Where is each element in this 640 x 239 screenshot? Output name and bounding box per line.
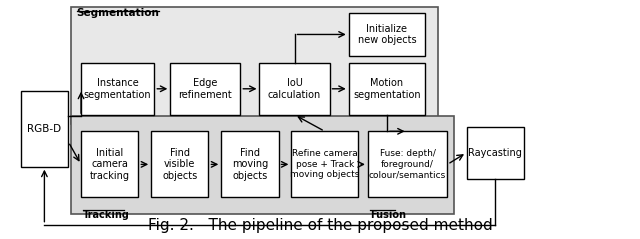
Text: Fig. 2.   The pipeline of the proposed method: Fig. 2. The pipeline of the proposed met… (148, 218, 492, 233)
Text: Fuse: depth/
foreground/
colour/semantics: Fuse: depth/ foreground/ colour/semantic… (369, 149, 446, 179)
Text: Fusion: Fusion (370, 210, 406, 220)
Bar (467, 127, 524, 179)
Text: Refine camera
pose + Track
moving objects: Refine camera pose + Track moving object… (290, 149, 360, 179)
Bar (170, 63, 241, 115)
Bar (72, 7, 438, 124)
Text: Raycasting: Raycasting (468, 147, 522, 158)
Bar (349, 13, 425, 56)
Text: Segmentation: Segmentation (77, 8, 159, 18)
Bar (259, 63, 330, 115)
Text: Find
visible
objects: Find visible objects (162, 148, 197, 181)
Text: Find
moving
objects: Find moving objects (232, 148, 268, 181)
Bar (20, 91, 68, 167)
Bar (291, 131, 358, 197)
Bar (349, 63, 425, 115)
Bar (151, 131, 209, 197)
Text: Initialize
new objects: Initialize new objects (358, 24, 416, 45)
Text: IoU
calculation: IoU calculation (268, 78, 321, 100)
Bar (368, 131, 447, 197)
Bar (81, 131, 138, 197)
Text: Instance
segmentation: Instance segmentation (84, 78, 152, 100)
Bar (81, 63, 154, 115)
Text: Initial
camera
tracking: Initial camera tracking (90, 148, 130, 181)
Text: RGB-D: RGB-D (28, 124, 61, 134)
Bar (72, 116, 454, 214)
Bar (221, 131, 278, 197)
Text: Edge
refinement: Edge refinement (179, 78, 232, 100)
Text: Motion
segmentation: Motion segmentation (353, 78, 420, 100)
Text: Tracking: Tracking (83, 210, 130, 220)
